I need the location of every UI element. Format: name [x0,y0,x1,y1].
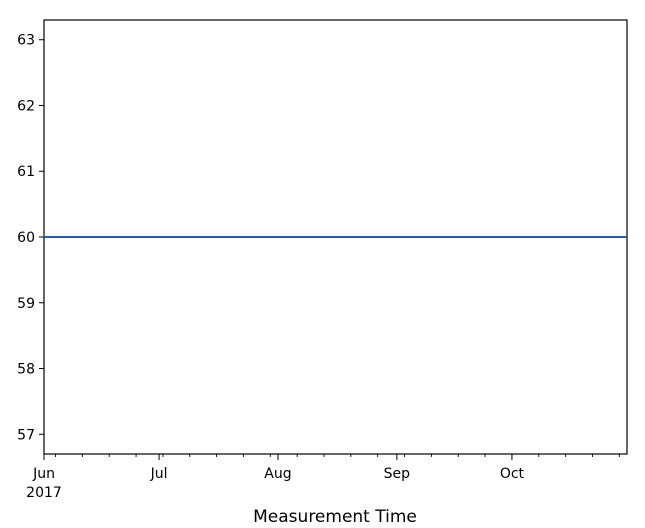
y-tick-label: 63 [17,33,35,49]
x-tick-label: Sep [384,466,411,482]
y-tick-label: 58 [17,362,35,378]
x-tick-label: Jun [32,466,55,482]
x-tick-label: Oct [500,466,525,482]
y-tick-label: 59 [17,296,35,312]
y-axis: 57 58 59 60 61 62 63 [17,33,44,443]
x-tick-label: Aug [264,466,291,482]
x-axis-label: Measurement Time [253,507,417,527]
x-tick-label: Jul [150,466,168,482]
y-tick-label: 57 [17,427,35,443]
x-axis: Jun 2017 Jul Aug Sep Oct [26,454,620,501]
y-tick-label: 62 [17,98,35,114]
y-tick-label: 60 [17,230,35,246]
y-tick-label: 61 [17,164,35,180]
x-tick-sublabel: 2017 [26,485,62,501]
